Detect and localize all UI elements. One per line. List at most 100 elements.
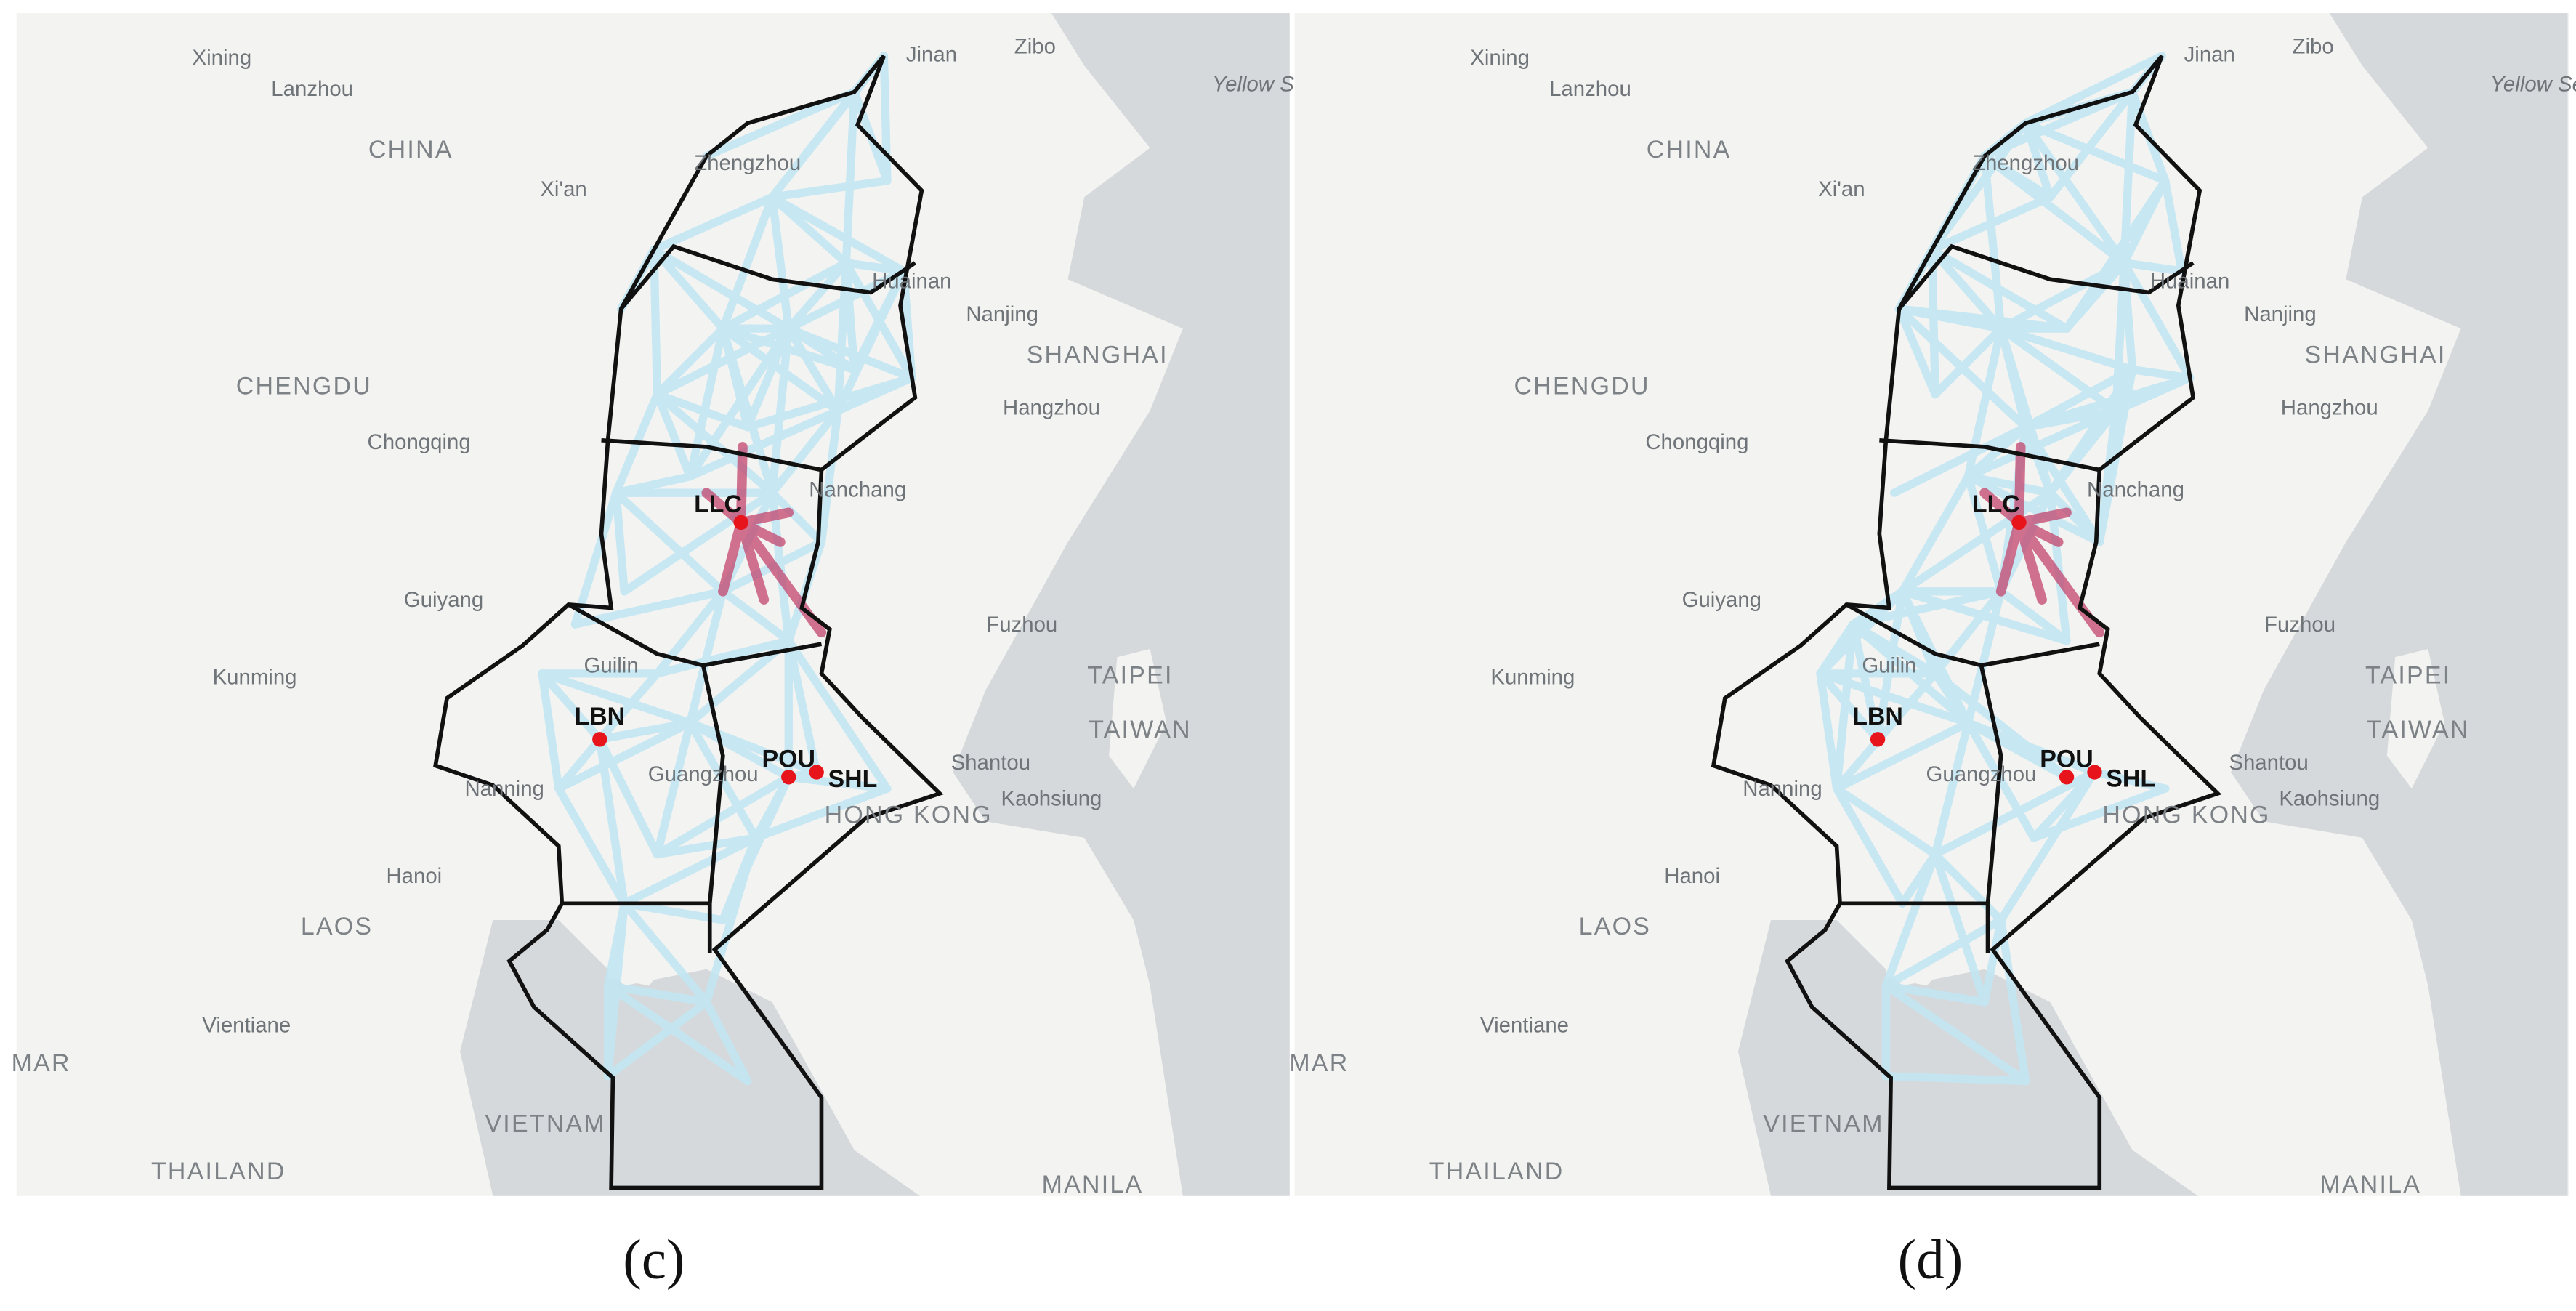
route — [1996, 324, 2137, 374]
place-label: Jinan — [906, 43, 957, 67]
country-label: CHINA — [368, 136, 453, 164]
route — [2021, 118, 2170, 185]
route — [879, 52, 892, 185]
airport-marker — [733, 515, 748, 531]
route — [768, 193, 908, 275]
place-label: Fuzhou — [2264, 613, 2335, 637]
sea — [1737, 919, 2198, 1196]
route — [1963, 719, 2038, 842]
route — [685, 324, 793, 481]
region-boundary — [1845, 602, 2100, 668]
airport-marker — [2059, 770, 2075, 785]
route — [768, 406, 842, 497]
route — [1931, 767, 2099, 859]
route — [650, 245, 793, 333]
place-label: Hanoi — [386, 864, 442, 888]
route — [1890, 423, 2030, 497]
route — [1881, 916, 2006, 991]
route-highlight — [1995, 517, 2024, 597]
route — [1980, 152, 2006, 333]
place-label: Zhengzhou — [694, 151, 801, 175]
place-label: Kaohsiung — [1001, 787, 1102, 811]
place-label: Hangzhou — [1003, 396, 1100, 420]
route — [1816, 669, 1841, 793]
country-label: LAOS — [301, 913, 373, 940]
route — [653, 390, 695, 481]
place-label: Guangzhou — [648, 762, 759, 786]
sea — [2231, 13, 2568, 1196]
place-label: Chongqing — [1645, 430, 1748, 454]
route-highlight — [1979, 488, 2024, 528]
route — [1980, 152, 2128, 267]
route — [1963, 472, 2104, 546]
route — [554, 735, 604, 793]
route — [2046, 87, 2137, 201]
route — [2090, 767, 2170, 793]
route — [2062, 259, 2128, 333]
route — [1881, 850, 1939, 991]
place-label: Huainan — [2150, 270, 2229, 294]
route-highlight — [735, 442, 748, 528]
route — [1898, 472, 1973, 596]
airport-label: POU — [2040, 746, 2093, 773]
place-label: Hanoi — [1664, 864, 1720, 888]
route — [2120, 259, 2195, 382]
region-boundary — [1879, 438, 2100, 472]
place-label: Kunming — [1490, 665, 1575, 689]
route — [768, 488, 826, 546]
place-label: Yellow Sea — [2490, 72, 2576, 96]
route — [702, 834, 760, 1007]
airport-label: LLC — [1972, 491, 2020, 518]
island — [2386, 648, 2444, 789]
route — [1931, 850, 2006, 924]
route — [784, 637, 821, 777]
place-label: Guiyang — [404, 588, 483, 612]
region-boundary — [1979, 664, 2003, 904]
airport-marker — [2011, 515, 2027, 531]
place-label: Xining — [1470, 46, 1530, 70]
route — [1816, 669, 1882, 743]
route — [1849, 587, 2006, 629]
country-label: CHENGDU — [1514, 372, 1650, 400]
route — [768, 177, 892, 201]
route — [1898, 488, 2055, 596]
route-highlight — [735, 507, 794, 528]
route — [653, 773, 793, 859]
country-label: SHANGHAI — [1027, 342, 1168, 369]
place-label: Nanjing — [966, 302, 1038, 326]
region-boundary — [1897, 243, 2195, 310]
airport-label: SHL — [2106, 765, 2155, 793]
route — [1931, 850, 1989, 1007]
route — [1881, 1072, 2030, 1086]
place-label: Fuzhou — [986, 613, 1057, 637]
route — [653, 587, 727, 678]
route — [1996, 767, 2099, 924]
country-label: SHANGHAI — [2304, 342, 2446, 369]
route — [1832, 784, 1907, 908]
place-label: Kaohsiung — [2279, 787, 2380, 811]
route — [653, 637, 793, 678]
route — [1928, 193, 2055, 254]
route — [1931, 669, 2071, 781]
route — [612, 488, 727, 596]
route-highlight — [2014, 507, 2072, 528]
place-label: Vientiane — [1480, 1014, 1569, 1038]
place-label: Shantou — [951, 751, 1030, 775]
route — [2112, 374, 2195, 415]
route — [784, 773, 892, 793]
country-label: VIETNAM — [485, 1110, 605, 1137]
place-label: Nanning — [1743, 777, 1822, 801]
place-label: Lanzhou — [1549, 77, 1631, 101]
route — [653, 324, 793, 399]
place-label: Guilin — [1862, 654, 1916, 678]
place-label: Zhengzhou — [1972, 151, 2079, 175]
route — [784, 267, 908, 333]
place-label: Chongqing — [368, 430, 471, 454]
route — [653, 834, 760, 859]
country-label: VIETNAM — [1763, 1110, 1883, 1137]
region-boundary — [433, 55, 944, 1190]
route — [2030, 784, 2170, 842]
country-label: THAILAND — [1429, 1158, 1564, 1185]
place-label: Shantou — [2229, 751, 2308, 775]
country-label: MAR — [12, 1049, 71, 1077]
